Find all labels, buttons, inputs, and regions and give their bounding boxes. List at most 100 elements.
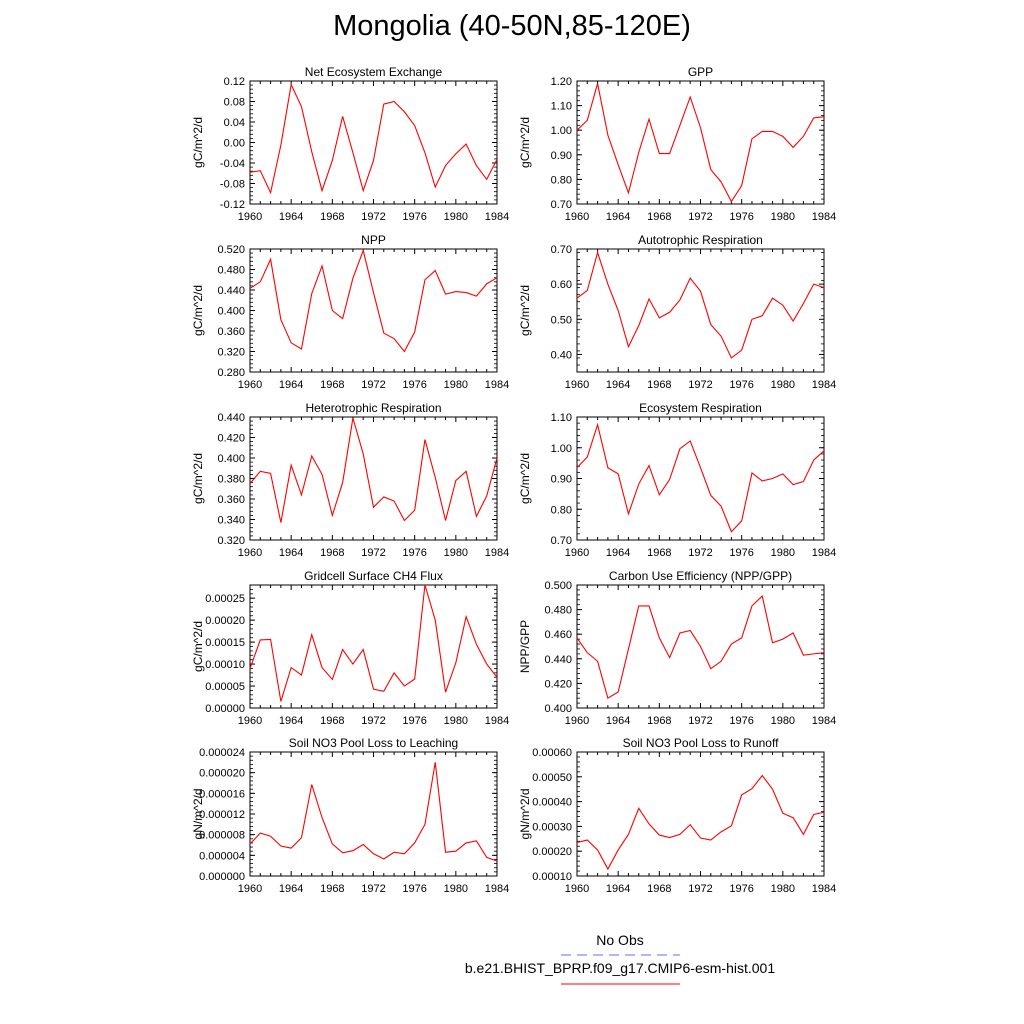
plot-frame: [249, 248, 498, 373]
series-line: [249, 248, 498, 353]
chart-panel: Net Ecosystem Exchange gC/m^2/d 1960 1964 19…: [191, 65, 509, 223]
y-tick-label: 1.00: [551, 443, 572, 455]
x-tick-label: 1968: [320, 379, 344, 391]
x-tick-label: 1980: [444, 883, 468, 895]
series-line: [576, 774, 825, 871]
x-tick-label: 1968: [320, 211, 344, 223]
x-tick-label: 1976: [729, 379, 753, 391]
x-tick-label: 1964: [279, 883, 303, 895]
y-tick-label: 0.440: [217, 412, 245, 424]
y-tick-label: 0.00025: [205, 593, 245, 605]
y-tick-label: 0.500: [544, 580, 572, 592]
y-axis-label: gC/m^2/d: [191, 117, 205, 168]
y-tick-label: 0.400: [544, 703, 572, 715]
x-tick-label: 1968: [647, 883, 671, 895]
y-tick-label: 0.00010: [532, 871, 572, 883]
y-tick-label: 0.00050: [532, 772, 572, 784]
x-tick-label: 1964: [606, 883, 630, 895]
y-tick-label: 0.00010: [205, 659, 245, 671]
y-tick-label: 0.320: [217, 347, 245, 359]
y-tick-label: 0.000016: [199, 788, 245, 800]
x-tick-label: 1980: [444, 211, 468, 223]
x-tick-label: 1968: [647, 211, 671, 223]
x-tick-label: 1972: [688, 547, 712, 559]
page-title: Mongolia (40-50N,85-120E): [333, 10, 691, 42]
y-tick-label: 0.340: [217, 515, 245, 527]
y-axis-label: gN/m^2/d: [191, 789, 205, 840]
y-tick-label: 0.00020: [532, 846, 572, 858]
plot-frame: [576, 248, 825, 373]
panel-title: GPP: [688, 65, 713, 79]
x-tick-label: 1960: [565, 883, 589, 895]
y-axis-label: NPP/GPP: [518, 620, 532, 673]
panel-title: Gridcell Surface CH4 Flux: [304, 569, 443, 583]
panel-title: Soil NO3 Pool Loss to Runoff: [623, 736, 780, 750]
y-tick-label: 0.380: [217, 474, 245, 486]
x-tick-label: 1972: [688, 883, 712, 895]
y-tick-label: -0.04: [220, 158, 245, 170]
x-tick-label: 1976: [729, 715, 753, 727]
panel-title: Ecosystem Respiration: [639, 401, 762, 415]
y-tick-label: 0.000000: [199, 871, 245, 883]
y-axis-label: gC/m^2/d: [518, 453, 532, 504]
x-tick-label: 1976: [402, 547, 426, 559]
y-tick-label: 0.480: [544, 605, 572, 617]
y-tick-label: 1.20: [551, 76, 572, 88]
x-tick-label: 1972: [361, 211, 385, 223]
y-tick-label: 0.70: [551, 199, 572, 211]
x-tick-label: 1980: [444, 715, 468, 727]
x-tick-label: 1960: [565, 211, 589, 223]
series-line: [576, 422, 825, 533]
x-tick-label: 1980: [444, 547, 468, 559]
series-line: [576, 250, 825, 359]
plot-frame: [576, 80, 825, 205]
x-tick-label: 1960: [238, 715, 262, 727]
y-tick-label: 0.50: [551, 314, 572, 326]
x-tick-label: 1972: [688, 379, 712, 391]
x-tick-label: 1968: [320, 883, 344, 895]
x-tick-label: 1980: [771, 547, 795, 559]
y-tick-label: 0.00: [224, 138, 245, 150]
y-axis-label: gC/m^2/d: [191, 621, 205, 672]
y-tick-label: 0.40: [551, 349, 572, 361]
x-tick-label: 1976: [402, 211, 426, 223]
y-tick-label: 0.80: [551, 504, 572, 516]
y-tick-label: 0.360: [217, 494, 245, 506]
panel-title: Net Ecosystem Exchange: [305, 65, 443, 79]
y-tick-label: 0.000004: [199, 850, 245, 862]
x-tick-label: 1976: [402, 883, 426, 895]
plot-frame: [249, 751, 498, 877]
x-tick-label: 1972: [361, 715, 385, 727]
x-tick-label: 1968: [320, 547, 344, 559]
series-line: [249, 762, 498, 862]
x-tick-label: 1976: [729, 211, 753, 223]
x-tick-label: 1968: [647, 379, 671, 391]
chart-panel: Autotrophic Respiration gC/m^2/d 1960 1964 1…: [518, 233, 836, 391]
x-tick-label: 1964: [279, 379, 303, 391]
chart-panel: GPP gC/m^2/d 1960 1964 1968 1972 1976 1980 1984 0…: [518, 65, 836, 223]
panel-title: Soil NO3 Pool Loss to Leaching: [289, 736, 458, 750]
y-tick-label: 0.00020: [205, 615, 245, 627]
y-axis-label: gC/m^2/d: [191, 285, 205, 336]
x-tick-label: 1964: [279, 715, 303, 727]
chart-panel: NPP gC/m^2/d 1960 1964 1968 1972 1976 1980 1984 0…: [191, 233, 509, 391]
y-axis-label: gC/m^2/d: [518, 285, 532, 336]
x-tick-label: 1968: [647, 547, 671, 559]
y-tick-label: 0.400: [217, 453, 245, 465]
x-tick-label: 1968: [320, 715, 344, 727]
x-tick-label: 1984: [485, 379, 509, 391]
series-line: [249, 417, 498, 523]
y-tick-label: 0.440: [217, 285, 245, 297]
x-tick-label: 1984: [812, 211, 836, 223]
chart-panel: Soil NO3 Pool Loss to Runoff gN/m^2/d 1960…: [518, 736, 836, 895]
x-tick-label: 1964: [606, 379, 630, 391]
x-tick-label: 1984: [812, 883, 836, 895]
x-tick-label: 1980: [771, 379, 795, 391]
y-axis-label: gC/m^2/d: [518, 117, 532, 168]
y-tick-label: 0.90: [551, 474, 572, 486]
chart-panel: Heterotrophic Respiration gC/m^2/d 1960 196…: [191, 401, 509, 559]
y-tick-label: 0.70: [551, 535, 572, 547]
y-tick-label: 0.000024: [199, 747, 245, 759]
x-tick-label: 1980: [444, 379, 468, 391]
y-tick-label: 0.000020: [199, 768, 245, 780]
